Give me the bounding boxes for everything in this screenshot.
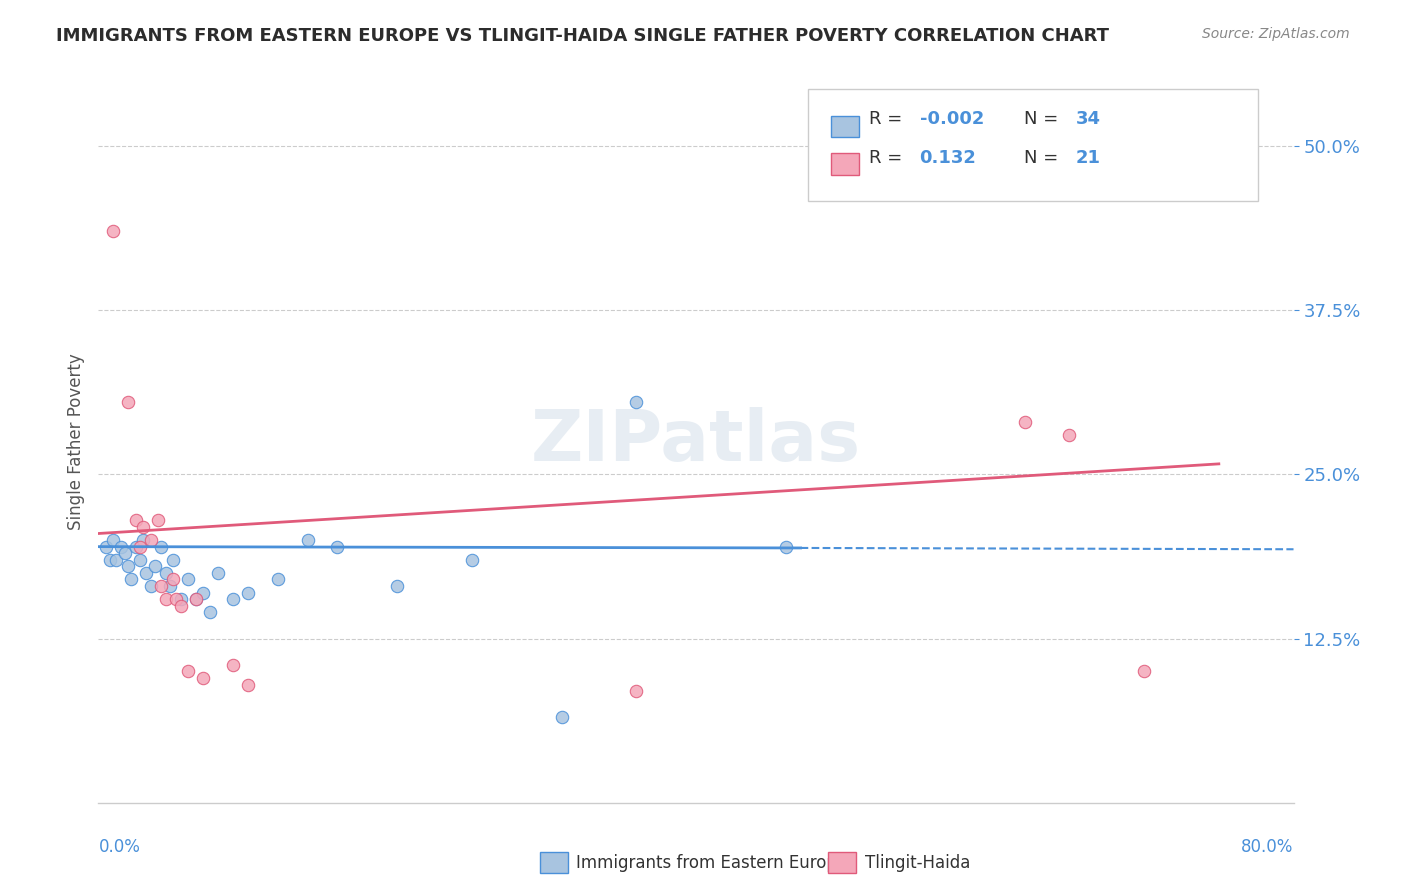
Point (139, 533, 162, 547)
Point (114, 546, 136, 560)
Point (132, 533, 155, 547)
Text: ZIPatlas: ZIPatlas (531, 407, 860, 476)
Point (184, 592, 207, 607)
Point (191, 585, 214, 599)
Point (461, 553, 484, 567)
Point (162, 553, 184, 567)
Text: Immigrants from Eastern Europe: Immigrants from Eastern Europe (576, 854, 848, 871)
Point (162, 573, 184, 587)
Point (135, 566, 157, 580)
Point (117, 559, 139, 574)
Text: 80.0%: 80.0% (1241, 838, 1294, 856)
Point (297, 533, 319, 547)
Text: R =: R = (869, 149, 908, 167)
Point (150, 579, 173, 593)
Point (110, 540, 132, 554)
Point (139, 579, 162, 593)
Point (177, 573, 200, 587)
Point (148, 513, 170, 527)
Point (159, 579, 181, 593)
Point (155, 592, 177, 607)
Point (103, 224, 125, 238)
Point (236, 585, 259, 599)
Text: 34: 34 (1076, 110, 1101, 128)
Point (626, 395, 648, 409)
Text: R =: R = (869, 110, 908, 128)
Point (94, 540, 117, 554)
Point (326, 540, 349, 554)
Point (117, 395, 139, 409)
Point (222, 592, 245, 607)
Point (165, 592, 187, 607)
Point (129, 540, 152, 554)
Point (120, 573, 142, 587)
Point (236, 677, 259, 691)
Text: -0.002: -0.002 (920, 110, 984, 128)
Text: 0.0%: 0.0% (98, 838, 141, 856)
Point (626, 684, 648, 698)
Point (125, 513, 148, 527)
Text: 21: 21 (1076, 149, 1101, 167)
Text: N =: N = (1024, 110, 1063, 128)
Point (1133, 665, 1156, 679)
Point (191, 671, 214, 685)
Point (103, 533, 125, 547)
Point (550, 710, 572, 724)
Point (155, 566, 177, 580)
Point (207, 566, 229, 580)
Point (132, 520, 155, 534)
Point (129, 553, 152, 567)
Point (98, 553, 122, 567)
Y-axis label: Single Father Poverty: Single Father Poverty (66, 353, 84, 530)
Point (222, 657, 245, 672)
Point (1059, 428, 1081, 442)
Text: Tlingit-Haida: Tlingit-Haida (865, 854, 970, 871)
Point (385, 579, 409, 593)
Point (1014, 415, 1036, 429)
Point (125, 540, 148, 554)
Point (105, 553, 128, 567)
Point (169, 592, 191, 607)
Point (150, 540, 173, 554)
Text: N =: N = (1024, 149, 1063, 167)
Point (177, 665, 200, 679)
Point (775, 540, 797, 554)
Point (169, 599, 191, 613)
Point (200, 605, 222, 619)
Text: Source: ZipAtlas.com: Source: ZipAtlas.com (1202, 27, 1350, 41)
Text: 0.132: 0.132 (920, 149, 976, 167)
Point (184, 592, 207, 607)
Point (143, 559, 166, 574)
Text: IMMIGRANTS FROM EASTERN EUROPE VS TLINGIT-HAIDA SINGLE FATHER POVERTY CORRELATIO: IMMIGRANTS FROM EASTERN EUROPE VS TLINGI… (56, 27, 1109, 45)
Point (267, 573, 290, 587)
